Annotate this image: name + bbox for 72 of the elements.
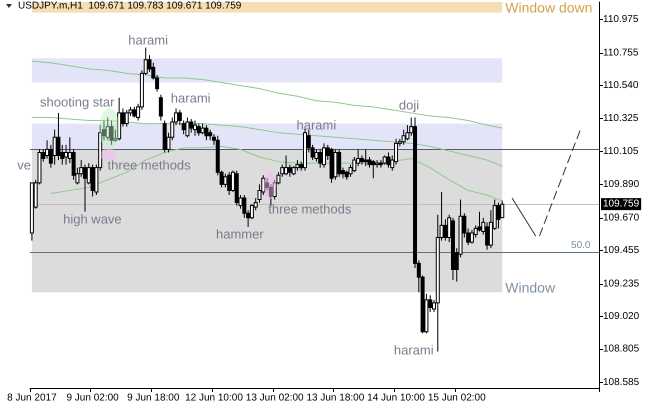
y-tick-label: 110.540 (603, 80, 639, 92)
candlestick (470, 229, 474, 244)
y-tick-label: 109.235 (603, 278, 640, 290)
candlestick (52, 129, 57, 166)
band-label: Window (505, 279, 556, 296)
x-tick-label: 14 Jun 10:00 (367, 392, 426, 404)
candlestick (382, 154, 387, 166)
annotation: harami (296, 118, 336, 132)
candlestick (227, 172, 232, 196)
y-tick-label: 109.670 (603, 212, 640, 224)
candlestick (90, 164, 95, 198)
candlestick (485, 222, 490, 250)
y-tick-label: 108.585 (603, 377, 640, 388)
annotation: hammer (216, 226, 264, 242)
candlestick (106, 116, 110, 141)
candlestick (496, 202, 500, 229)
candlestick (288, 164, 292, 178)
candlestick (337, 148, 342, 178)
candlestick (124, 109, 129, 128)
candlestick (45, 140, 50, 160)
candlestick (204, 124, 208, 141)
annotation: harami (170, 90, 211, 106)
line-series (50, 146, 503, 202)
candlestick (56, 112, 60, 161)
candlestick (193, 120, 198, 136)
candlestick (284, 154, 288, 176)
x-tick-label: 15 Jun 02:00 (428, 392, 486, 404)
chart-title: USDJPY.m,H1 109.671 109.783 109.671 109.759 (18, 0, 242, 12)
candlestick (208, 129, 212, 141)
annotation: harami (128, 32, 168, 48)
candlestick (371, 160, 376, 179)
candlestick (110, 120, 114, 146)
y-tick-label: 110.325 (603, 112, 639, 124)
annotation: shooting star (40, 94, 116, 110)
candlestick (295, 160, 300, 172)
candlestick (64, 144, 68, 166)
x-tick-label: 9 Jun 02:00 (66, 392, 120, 404)
annotation: three methods (108, 158, 192, 172)
candlestick (386, 152, 390, 168)
y-tick-label: 108.805 (603, 344, 640, 355)
annotation: 50.0 (571, 240, 591, 252)
candlestick (402, 129, 406, 146)
x-tick-label: 9 Jun 18:00 (127, 392, 180, 404)
candlestick (314, 148, 318, 162)
y-tick-label: 109.890 (603, 178, 640, 190)
annotation: ve (17, 158, 31, 172)
y-tick-label: 109.455 (603, 244, 640, 256)
y-tick-label: 110.755 (603, 47, 639, 58)
y-tick-label: 109.020 (603, 311, 640, 322)
line-series (31, 60, 503, 129)
band-label: Window down (505, 0, 592, 16)
candlestick (185, 116, 190, 138)
annotation: high wave (63, 212, 122, 226)
candlestick (132, 106, 136, 118)
x-tick-label: 13 Jun 18:00 (306, 392, 365, 404)
candlestick (158, 94, 163, 122)
candlestick (318, 148, 322, 168)
annotation: three methods (268, 202, 352, 216)
candlestick (200, 123, 205, 135)
ref-line-label: 109.759 (603, 198, 640, 210)
y-tick-label: 110.975 (603, 14, 639, 25)
x-tick-label: 12 Jun 10:00 (185, 392, 244, 404)
y-tick-label: 110.105 (603, 146, 639, 158)
x-tick-label: 13 Jun 02:00 (246, 392, 304, 404)
x-tick-label: 8 Jun 2017 (7, 392, 58, 404)
candlestick (189, 118, 194, 134)
candlestick (196, 123, 201, 136)
candlestick (364, 148, 368, 167)
annotation: harami (394, 342, 434, 358)
candlestick (322, 142, 326, 168)
candlestick (83, 164, 88, 212)
annotation: doji (398, 98, 420, 112)
